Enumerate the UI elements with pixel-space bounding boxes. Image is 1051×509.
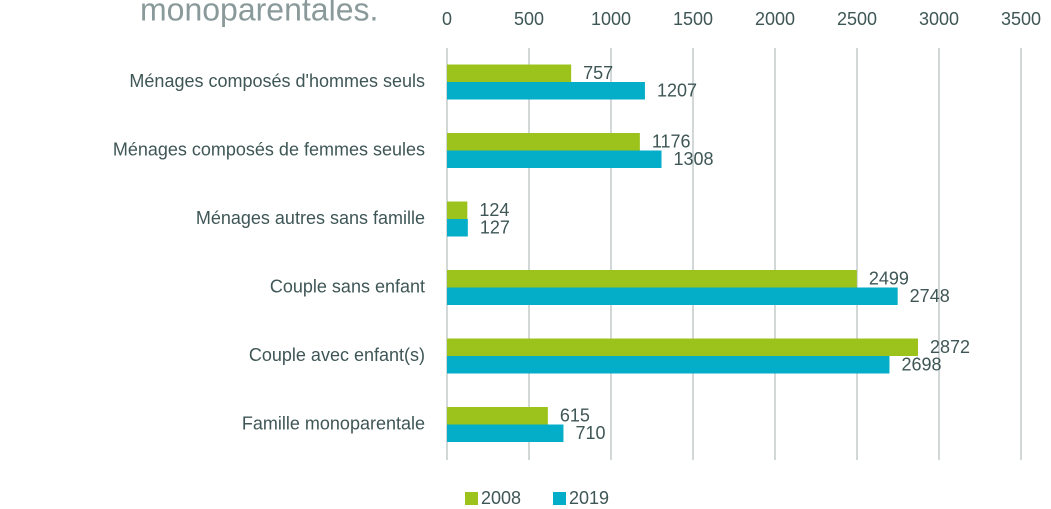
y-tick-label: Couple sans enfant [270,276,425,296]
x-tick-label: 3500 [1001,9,1041,29]
data-label: 127 [480,218,510,238]
data-label: 2499 [869,269,909,289]
bar [447,270,857,288]
data-label: 2698 [901,355,941,375]
data-label: 2872 [930,337,970,357]
chart-title: monoparentales. [140,0,378,27]
bar [447,133,640,151]
x-tick-label: 1500 [673,9,713,29]
x-tick-label: 0 [442,9,452,29]
data-label: 615 [560,406,590,426]
bar [447,287,898,305]
data-label: 1308 [674,149,714,169]
bar [447,64,572,82]
legend-label: 2008 [481,488,521,508]
bar [447,424,564,442]
bar [447,356,890,374]
y-tick-label: Ménages composés de femmes seules [113,139,425,159]
legend-swatch [553,492,566,505]
data-label: 757 [583,63,613,83]
data-label: 710 [575,423,605,443]
bar [447,150,662,168]
x-tick-label: 1000 [591,9,631,29]
data-label: 2748 [910,286,950,306]
bar [447,201,468,219]
y-tick-label: Famille monoparentale [242,413,425,433]
x-tick-label: 3000 [919,9,959,29]
y-tick-label: Ménages autres sans famille [196,208,425,228]
data-label: 124 [479,200,509,220]
bar [447,407,548,425]
bar [447,82,645,100]
data-label: 1176 [652,132,691,152]
y-tick-label: Couple avec enfant(s) [249,345,425,365]
x-tick-label: 2500 [837,9,877,29]
legend-swatch [465,492,478,505]
bar [447,219,468,237]
x-tick-label: 500 [514,9,544,29]
bar [447,338,919,356]
y-tick-label: Ménages composés d'hommes seuls [129,71,425,91]
data-label: 1207 [657,81,697,101]
legend-label: 2019 [569,488,609,508]
x-tick-label: 2000 [755,9,795,29]
